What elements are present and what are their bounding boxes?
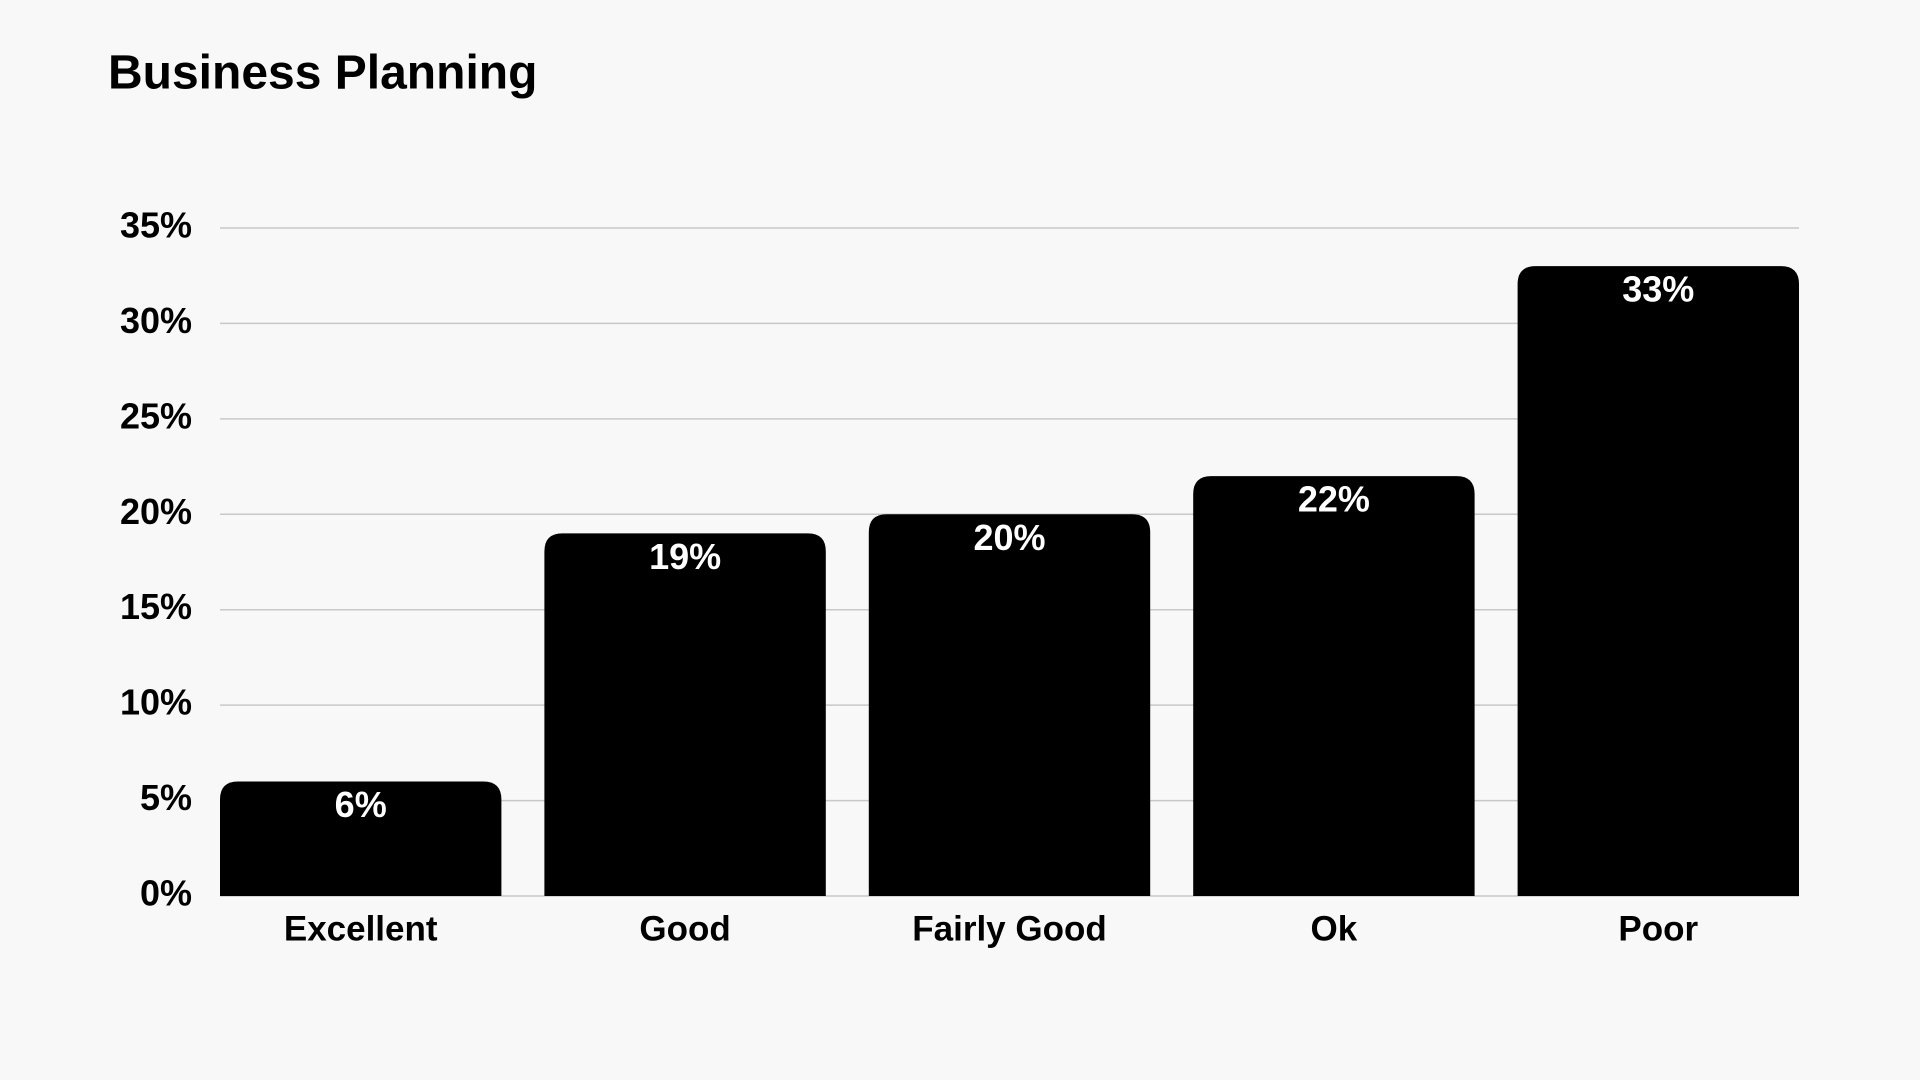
y-tick-label: 10% xyxy=(120,682,192,723)
y-tick-label: 5% xyxy=(140,777,192,818)
y-tick-label: 35% xyxy=(120,205,192,246)
x-tick-label: Fairly Good xyxy=(912,909,1106,948)
chart-title: Business Planning xyxy=(108,47,537,100)
y-tick-label: 15% xyxy=(120,586,192,627)
x-tick-label: Excellent xyxy=(284,909,438,948)
y-tick-label: 25% xyxy=(120,395,192,436)
bar xyxy=(1193,476,1475,896)
bar xyxy=(1517,266,1799,897)
x-tick-label: Ok xyxy=(1311,909,1358,948)
y-tick-label: 0% xyxy=(140,873,192,914)
y-tick-label: 20% xyxy=(120,491,192,532)
x-tick-label: Poor xyxy=(1618,909,1698,948)
bar xyxy=(868,514,1151,896)
value-label: 33% xyxy=(1622,269,1694,310)
y-tick-label: 30% xyxy=(120,300,192,341)
value-label: 22% xyxy=(1298,479,1370,520)
value-label: 19% xyxy=(649,536,721,577)
bar xyxy=(544,533,826,896)
x-tick-label: Good xyxy=(639,909,730,948)
bar xyxy=(220,781,502,896)
value-label: 20% xyxy=(973,517,1045,558)
value-label: 6% xyxy=(335,784,387,825)
